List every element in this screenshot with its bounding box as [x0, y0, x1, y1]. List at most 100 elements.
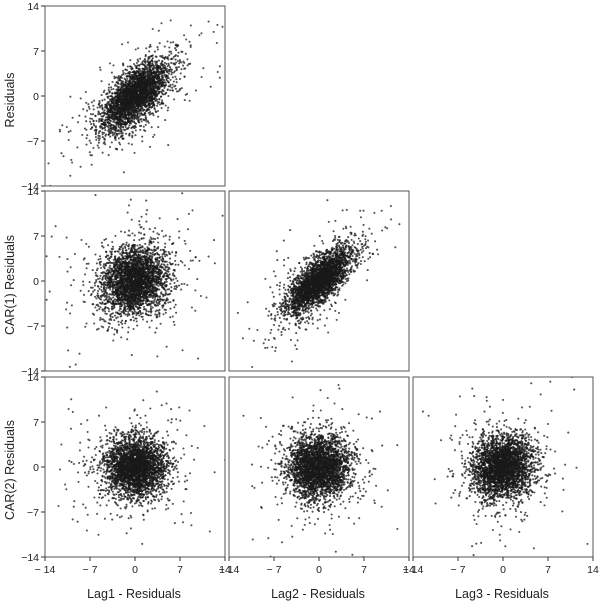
data-point: [126, 89, 129, 93]
data-point: [144, 252, 147, 255]
data-point: [111, 80, 114, 83]
data-point: [135, 93, 138, 96]
data-point: [60, 152, 63, 155]
data-point: [153, 108, 156, 111]
data-point: [124, 103, 127, 106]
data-point: [137, 116, 140, 119]
data-point: [165, 76, 168, 79]
data-point: [175, 69, 178, 72]
data-point: [127, 142, 130, 145]
data-point: [89, 286, 93, 289]
data-point: [134, 129, 137, 132]
data-point: [153, 70, 156, 73]
data-point: [93, 124, 96, 127]
data-point: [144, 78, 147, 81]
data-point: [176, 279, 179, 283]
data-point: [149, 90, 152, 93]
data-point: [89, 154, 92, 157]
data-point: [110, 141, 113, 144]
data-point: [116, 115, 119, 118]
data-point: [98, 137, 101, 140]
data-point: [148, 228, 151, 231]
data-point: [121, 92, 124, 96]
data-point: [107, 88, 110, 91]
data-point: [191, 259, 194, 262]
data-point: [97, 110, 100, 113]
data-point: [58, 128, 61, 131]
data-point: [124, 79, 128, 82]
data-point: [153, 72, 156, 75]
data-point: [165, 79, 168, 82]
data-point: [102, 246, 105, 249]
data-point: [163, 45, 166, 48]
data-point: [156, 60, 159, 63]
data-point: [133, 234, 136, 237]
data-point: [160, 74, 163, 77]
data-point: [154, 80, 157, 83]
data-point: [136, 111, 140, 114]
data-point: [119, 83, 122, 86]
data-point: [154, 310, 157, 313]
data-point: [136, 70, 139, 73]
data-point: [166, 65, 169, 68]
data-point: [126, 77, 129, 80]
data-point: [137, 85, 140, 88]
data-point: [100, 115, 103, 118]
data-point: [58, 130, 62, 133]
data-point: [141, 88, 144, 91]
data-point: [70, 158, 73, 161]
data-point: [113, 118, 116, 121]
data-point: [161, 84, 164, 87]
data-point: [239, 314, 241, 316]
data-point: [148, 97, 151, 100]
data-point: [128, 81, 131, 84]
data-point: [117, 137, 120, 140]
data-point: [127, 114, 130, 117]
data-point: [103, 109, 106, 112]
data-point: [174, 43, 178, 46]
data-point: [80, 238, 83, 242]
data-point: [164, 119, 167, 122]
data-point: [117, 320, 120, 323]
data-point: [123, 245, 127, 248]
data-point: [131, 71, 134, 74]
data-point: [71, 161, 74, 164]
data-point: [102, 131, 106, 134]
data-point: [177, 65, 181, 69]
data-point: [101, 272, 104, 275]
data-point: [99, 318, 102, 321]
data-point: [143, 98, 146, 101]
data-point: [151, 264, 154, 267]
data-point: [189, 24, 192, 27]
data-point: [153, 303, 157, 306]
data-point: [180, 283, 183, 286]
data-point: [147, 58, 150, 61]
data-point: [98, 308, 101, 311]
data-point: [178, 59, 181, 62]
data-point: [133, 83, 136, 86]
data-point: [216, 70, 219, 74]
data-point: [127, 72, 130, 75]
data-point: [143, 89, 146, 92]
data-point: [155, 71, 158, 74]
data-point: [85, 128, 88, 131]
data-point: [95, 138, 98, 141]
data-point: [102, 110, 105, 114]
data-point: [107, 126, 110, 129]
data-point: [151, 95, 154, 98]
data-point: [168, 261, 171, 264]
data-point: [148, 243, 151, 246]
data-point: [138, 110, 141, 113]
data-point: [140, 99, 143, 102]
data-point: [131, 130, 134, 133]
data-point: [90, 126, 94, 129]
data-point: [147, 94, 150, 97]
data-point: [183, 75, 186, 78]
data-point: [151, 91, 154, 95]
data-point: [138, 238, 141, 241]
data-point: [118, 106, 121, 110]
data-point: [132, 104, 135, 107]
data-point: [166, 263, 169, 266]
